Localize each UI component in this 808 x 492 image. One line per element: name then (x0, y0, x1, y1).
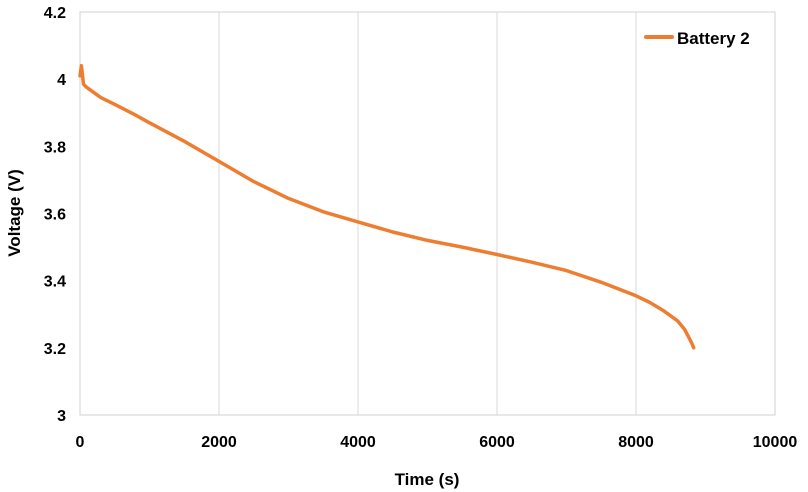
y-tick-label: 3 (57, 408, 66, 425)
y-axis-title: Voltage (V) (5, 169, 24, 257)
y-tick-labels: 3 3.2 3.4 3.6 3.8 4 4.2 (44, 5, 66, 425)
series-line-battery-2 (78, 63, 696, 350)
x-axis-title: Time (s) (395, 470, 460, 489)
y-tick-label: 3.4 (44, 274, 66, 291)
series-lines (78, 63, 696, 350)
x-tick-label: 8000 (618, 434, 654, 451)
x-tick-label: 0 (76, 434, 85, 451)
y-tick-label: 4 (57, 72, 66, 89)
x-tick-labels: 0 2000 4000 6000 8000 10000 (76, 434, 798, 451)
plot-area (79, 11, 776, 416)
y-tick-label: 3.8 (44, 139, 66, 156)
legend: Battery 2 (644, 29, 750, 48)
x-tick-label: 4000 (340, 434, 376, 451)
x-tick-label: 6000 (479, 434, 515, 451)
x-tick-label: 10000 (753, 434, 798, 451)
y-tick-label: 4.2 (44, 5, 66, 22)
y-tick-label: 3.6 (44, 207, 66, 224)
gridlines (218, 12, 637, 415)
x-tick-label: 2000 (201, 434, 237, 451)
legend-label-battery-2: Battery 2 (677, 29, 750, 48)
y-tick-label: 3.2 (44, 341, 66, 358)
